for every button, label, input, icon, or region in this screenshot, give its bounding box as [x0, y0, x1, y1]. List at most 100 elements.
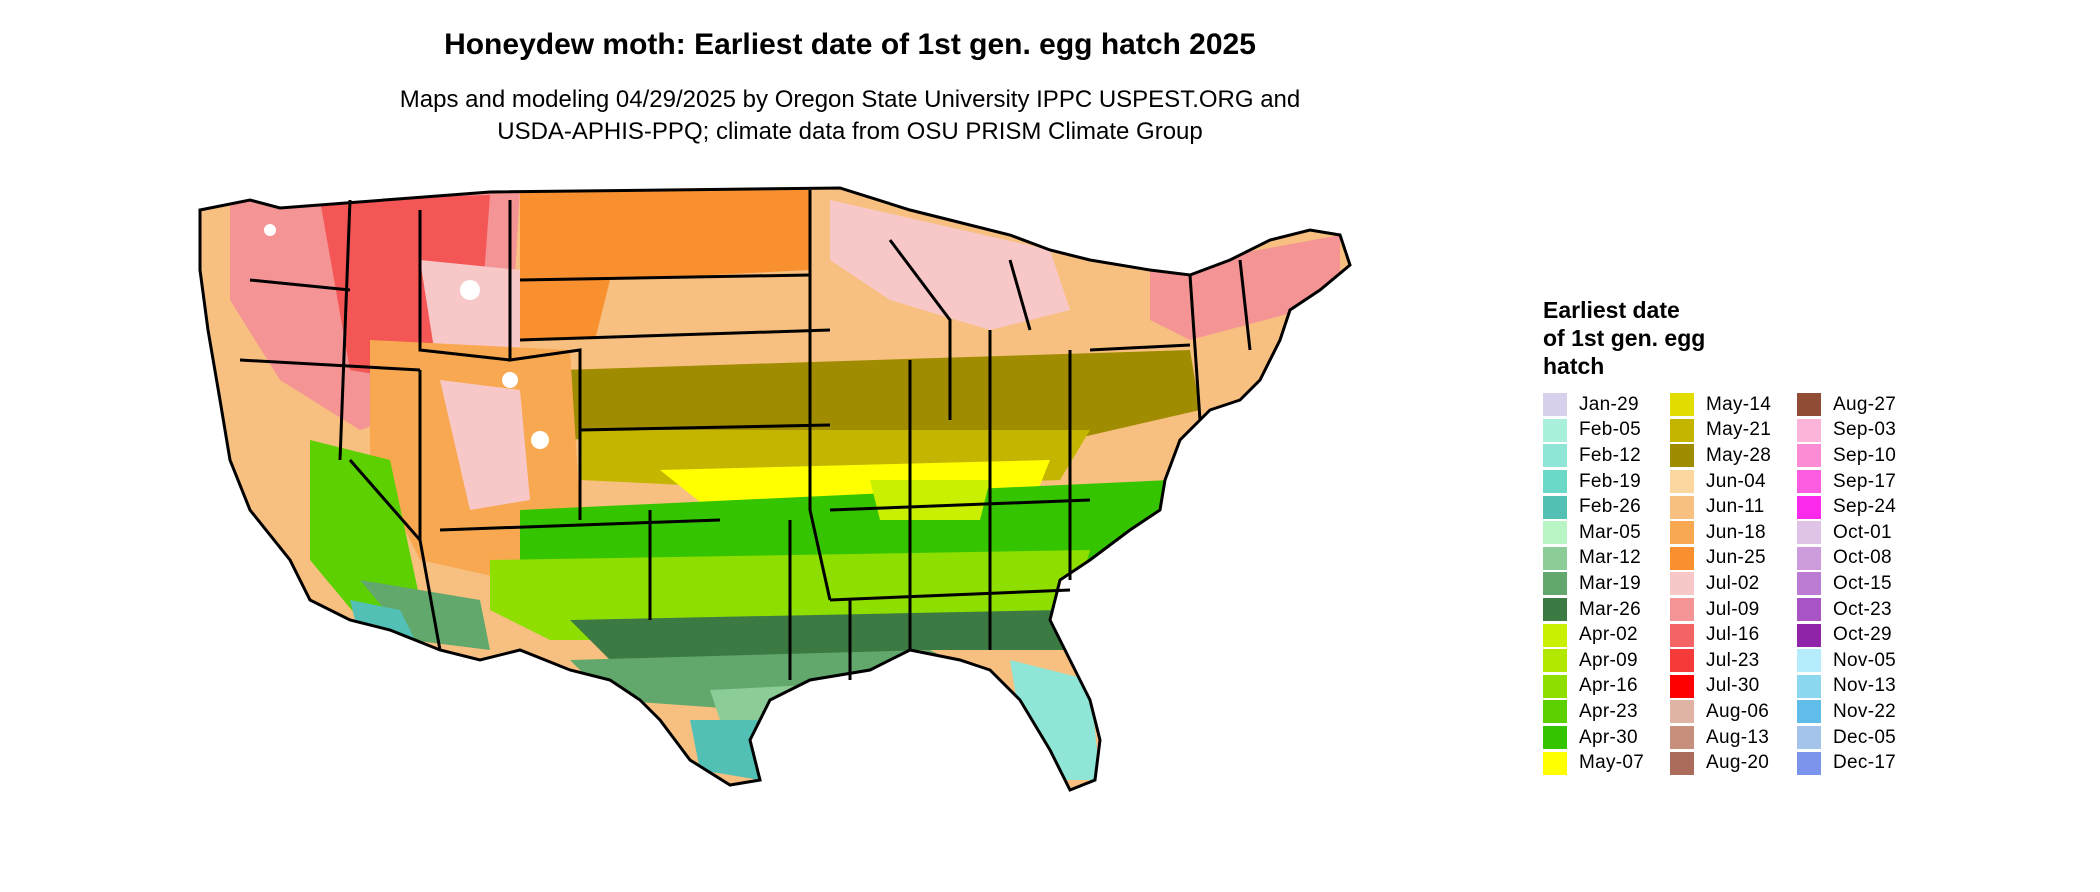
legend-label: Aug-06 — [1706, 700, 1770, 722]
legend-label: Mar-19 — [1579, 572, 1641, 594]
legend-item: Aug-06 — [1670, 699, 1797, 725]
legend-item: Feb-26 — [1543, 494, 1670, 520]
legend-label: Feb-26 — [1579, 496, 1642, 518]
legend-label: May-28 — [1706, 444, 1772, 466]
legend-item: Sep-10 — [1797, 443, 1924, 469]
legend-item: Oct-15 — [1797, 571, 1924, 597]
legend-item: Apr-30 — [1543, 725, 1670, 751]
legend-title-line-3: hatch — [1543, 353, 1605, 379]
legend-item: Oct-29 — [1797, 622, 1924, 648]
legend-item: Nov-05 — [1797, 648, 1924, 674]
legend-swatch — [1543, 623, 1567, 647]
legend-item: Sep-17 — [1797, 469, 1924, 495]
legend-label: Oct-15 — [1833, 572, 1892, 594]
legend-swatch — [1797, 572, 1821, 596]
legend-item: Jul-23 — [1670, 648, 1797, 674]
legend-swatch — [1670, 495, 1694, 519]
legend-item: Feb-12 — [1543, 443, 1670, 469]
legend-item: Jun-25 — [1670, 546, 1797, 572]
legend-swatch — [1543, 649, 1567, 673]
legend-label: May-07 — [1579, 752, 1645, 774]
legend-item: Apr-09 — [1543, 648, 1670, 674]
legend-item: Nov-13 — [1797, 674, 1924, 700]
legend-label: Oct-08 — [1833, 547, 1892, 569]
subtitle-line-1: Maps and modeling 04/29/2025 by Oregon S… — [399, 86, 1301, 113]
legend-label: Jan-29 — [1579, 393, 1639, 415]
legend-swatch — [1797, 726, 1821, 750]
legend-swatch — [1670, 649, 1694, 673]
legend-label: Jul-02 — [1706, 572, 1760, 594]
legend-item: Dec-17 — [1797, 750, 1924, 776]
legend-swatch — [1543, 521, 1567, 545]
state-borders — [198, 186, 1352, 792]
legend-swatch — [1670, 572, 1694, 596]
legend-item: Aug-20 — [1670, 750, 1797, 776]
legend-label: Nov-05 — [1833, 649, 1897, 671]
legend-label: Dec-17 — [1833, 752, 1897, 774]
map-title: Honeydew moth: Earliest date of 1st gen.… — [444, 28, 1256, 61]
legend-label: Dec-05 — [1833, 726, 1897, 748]
legend-item: Mar-05 — [1543, 520, 1670, 546]
legend-label: Feb-12 — [1579, 444, 1642, 466]
legend-item: May-14 — [1670, 392, 1797, 418]
legend-item: May-21 — [1670, 418, 1797, 444]
legend-swatch — [1797, 751, 1821, 775]
legend-swatch — [1797, 598, 1821, 622]
legend-column: Jan-29 Feb-05 Feb-12 Feb-19 Feb-26 Mar-05 Mar-… — [1543, 392, 1670, 776]
legend-swatch — [1543, 598, 1567, 622]
us-map — [190, 180, 1520, 880]
legend-swatch — [1797, 495, 1821, 519]
legend-swatch — [1797, 470, 1821, 494]
legend-label: Feb-19 — [1579, 470, 1642, 492]
legend-label: Jun-04 — [1706, 470, 1766, 492]
legend-label: Apr-30 — [1579, 726, 1638, 748]
legend-label: Jun-11 — [1706, 496, 1765, 518]
legend-item: Mar-12 — [1543, 546, 1670, 572]
us-map-svg — [198, 186, 1352, 792]
legend-label: Mar-05 — [1579, 521, 1641, 543]
legend-label: Aug-13 — [1706, 726, 1770, 748]
legend-label: Sep-03 — [1833, 419, 1897, 441]
legend-swatch — [1670, 393, 1694, 417]
legend-item: Aug-27 — [1797, 392, 1924, 418]
legend-label: Apr-09 — [1579, 649, 1638, 671]
legend-label: Apr-02 — [1579, 624, 1638, 646]
legend-label: Mar-12 — [1579, 547, 1641, 569]
legend-label: Aug-27 — [1833, 393, 1897, 415]
legend-item: Feb-05 — [1543, 418, 1670, 444]
legend-label: Oct-23 — [1833, 598, 1892, 620]
legend-swatch — [1543, 726, 1567, 750]
legend-item: Oct-23 — [1797, 597, 1924, 623]
legend-item: Mar-26 — [1543, 597, 1670, 623]
legend-label: Jun-18 — [1706, 521, 1766, 543]
legend-columns: Jan-29 Feb-05 Feb-12 Feb-19 Feb-26 Mar-05 Mar-… — [1543, 392, 1943, 776]
legend-item: Oct-08 — [1797, 546, 1924, 572]
legend-label: May-21 — [1706, 419, 1772, 441]
legend-item: Apr-16 — [1543, 674, 1670, 700]
legend-label: Apr-16 — [1579, 675, 1638, 697]
legend-item: Jul-30 — [1670, 674, 1797, 700]
legend-swatch — [1543, 751, 1567, 775]
legend-item: Dec-05 — [1797, 725, 1924, 751]
legend-label: Nov-13 — [1833, 675, 1897, 697]
legend-item: Sep-03 — [1797, 418, 1924, 444]
legend-label: May-14 — [1706, 393, 1772, 415]
legend-item: Mar-19 — [1543, 571, 1670, 597]
legend-swatch — [1670, 598, 1694, 622]
legend-item: Jul-09 — [1670, 597, 1797, 623]
legend: Earliest date of 1st gen. egg hatch Jan-… — [1543, 296, 1943, 776]
legend-swatch — [1543, 393, 1567, 417]
legend-swatch — [1797, 649, 1821, 673]
legend-label: Feb-05 — [1579, 419, 1642, 441]
map-subtitle: Maps and modeling 04/29/2025 by Oregon S… — [0, 84, 1700, 148]
legend-title-line-2: of 1st gen. egg — [1543, 325, 1706, 351]
legend-swatch — [1797, 393, 1821, 417]
legend-swatch — [1543, 674, 1567, 698]
legend-swatch — [1670, 444, 1694, 468]
legend-swatch — [1797, 418, 1821, 442]
legend-swatch — [1670, 546, 1694, 570]
legend-item: Jun-11 — [1670, 494, 1797, 520]
legend-swatch — [1797, 700, 1821, 724]
legend-item: May-07 — [1543, 750, 1670, 776]
legend-swatch — [1797, 546, 1821, 570]
